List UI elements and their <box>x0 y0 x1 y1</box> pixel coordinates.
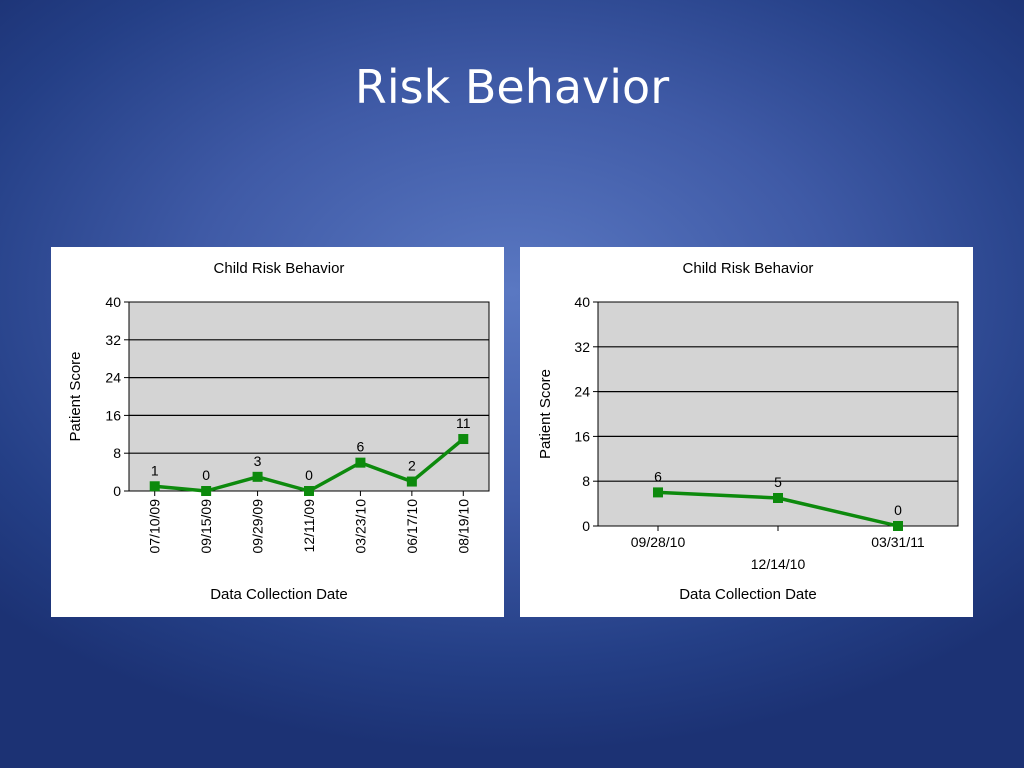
y-tick-label: 32 <box>574 339 590 355</box>
data-label: 0 <box>894 502 902 518</box>
data-point <box>406 476 417 487</box>
chart-panel-right: Child Risk Behavior 0 8 16 24 32 40 09/28/10 12/… <box>520 247 973 617</box>
y-tick-label: 0 <box>113 483 121 499</box>
slide-title: Risk Behavior <box>354 60 670 114</box>
x-tick-label: 09/29/09 <box>250 499 266 554</box>
x-tick-label: 03/23/10 <box>352 499 368 554</box>
data-point <box>252 471 263 482</box>
chart-title: Child Risk Behavior <box>683 260 814 277</box>
line-chart-right: Child Risk Behavior 0 8 16 24 32 40 09/28/10 12/… <box>537 260 959 603</box>
x-tick-label: 03/31/11 <box>871 534 925 550</box>
y-tick-label: 0 <box>582 518 590 534</box>
x-tick-label: 09/15/09 <box>198 499 214 554</box>
x-tick-label: 06/17/10 <box>404 499 420 554</box>
data-point <box>355 457 366 468</box>
data-label: 6 <box>357 439 365 455</box>
x-tick-label: 12/11/09 <box>301 499 317 553</box>
x-tick-label: 07/10/09 <box>147 499 163 554</box>
data-label: 6 <box>654 468 662 484</box>
y-tick-label: 24 <box>105 370 121 386</box>
x-tick-label: 08/19/10 <box>455 499 471 554</box>
y-tick-label: 40 <box>574 294 590 310</box>
chart-panel-left: Child Risk Behavior 0 8 16 24 32 40 07/10/09 09/… <box>51 247 504 617</box>
y-tick-label: 8 <box>582 473 590 489</box>
data-label: 3 <box>254 453 262 469</box>
y-tick-label: 16 <box>574 428 590 444</box>
y-tick-label: 24 <box>574 384 590 400</box>
data-point <box>149 481 160 492</box>
x-tick-label: 09/28/10 <box>631 534 686 550</box>
data-label: 0 <box>202 467 210 483</box>
x-tick-label: 12/14/10 <box>751 556 806 572</box>
data-label: 0 <box>305 467 313 483</box>
data-point <box>458 434 469 445</box>
data-label: 5 <box>774 474 782 490</box>
plot-area <box>597 301 959 527</box>
data-point <box>653 487 663 498</box>
y-axis-label: Patient Score <box>537 369 554 459</box>
data-label: 1 <box>151 462 159 478</box>
x-axis-label: Data Collection Date <box>210 586 348 603</box>
y-tick-label: 40 <box>105 294 121 310</box>
chart-title: Child Risk Behavior <box>214 260 345 277</box>
y-tick-label: 16 <box>105 407 121 423</box>
data-point <box>201 486 212 496</box>
data-label: 2 <box>408 458 416 474</box>
data-label: 11 <box>456 415 471 431</box>
data-point <box>893 521 903 531</box>
plot-area <box>128 301 490 492</box>
y-axis-label: Patient Score <box>67 351 84 441</box>
y-tick-label: 32 <box>105 332 121 348</box>
y-tick-label: 8 <box>113 445 121 461</box>
data-point <box>304 486 314 496</box>
data-point <box>773 493 783 503</box>
x-axis-label: Data Collection Date <box>679 586 817 603</box>
